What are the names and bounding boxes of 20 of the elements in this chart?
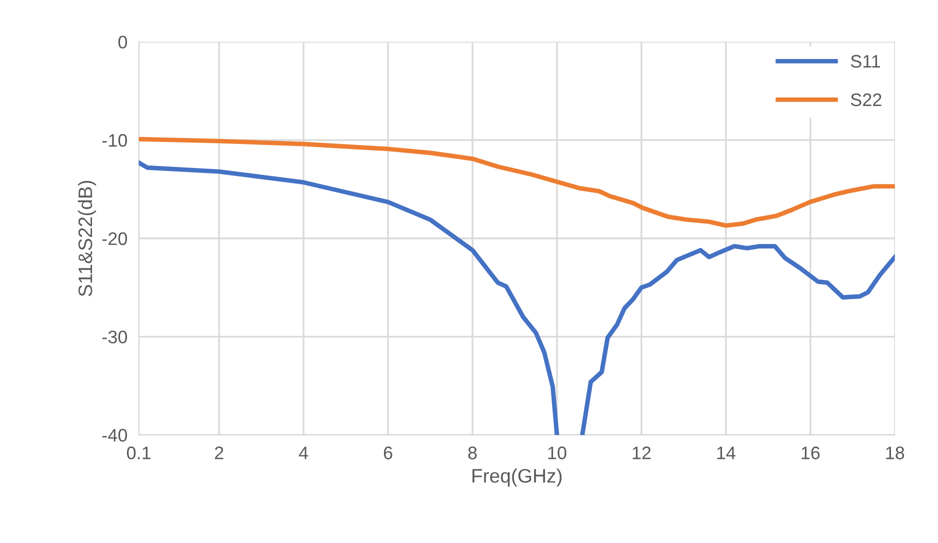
y-axis-title: S11&S22(dB) xyxy=(78,180,96,296)
x-tick-label: 12 xyxy=(632,446,651,460)
x-tick-label: 14 xyxy=(717,446,736,460)
x-tick-label: 4 xyxy=(298,446,308,460)
x-tick-label: 0.1 xyxy=(126,446,150,460)
y-tick-label: -40 xyxy=(102,428,128,442)
y-tick-label: 0 xyxy=(118,36,128,49)
legend-label: S22 xyxy=(850,93,882,106)
x-tick-label: 16 xyxy=(802,446,820,460)
y-tick-label: -30 xyxy=(102,330,128,344)
x-tick-label: 6 xyxy=(384,446,392,460)
y-tick-label: -20 xyxy=(102,232,128,246)
y-tick-label: -10 xyxy=(102,134,128,147)
line-series xyxy=(138,136,895,228)
legend-label: S11 xyxy=(850,54,880,68)
x-tick-label: 18 xyxy=(886,446,904,460)
x-tick-label: 8 xyxy=(468,446,477,460)
x-tick-label: 10 xyxy=(548,446,566,460)
x-axis-title: Freq(GHz) xyxy=(472,468,562,487)
x-tick-label: 2 xyxy=(214,446,224,460)
